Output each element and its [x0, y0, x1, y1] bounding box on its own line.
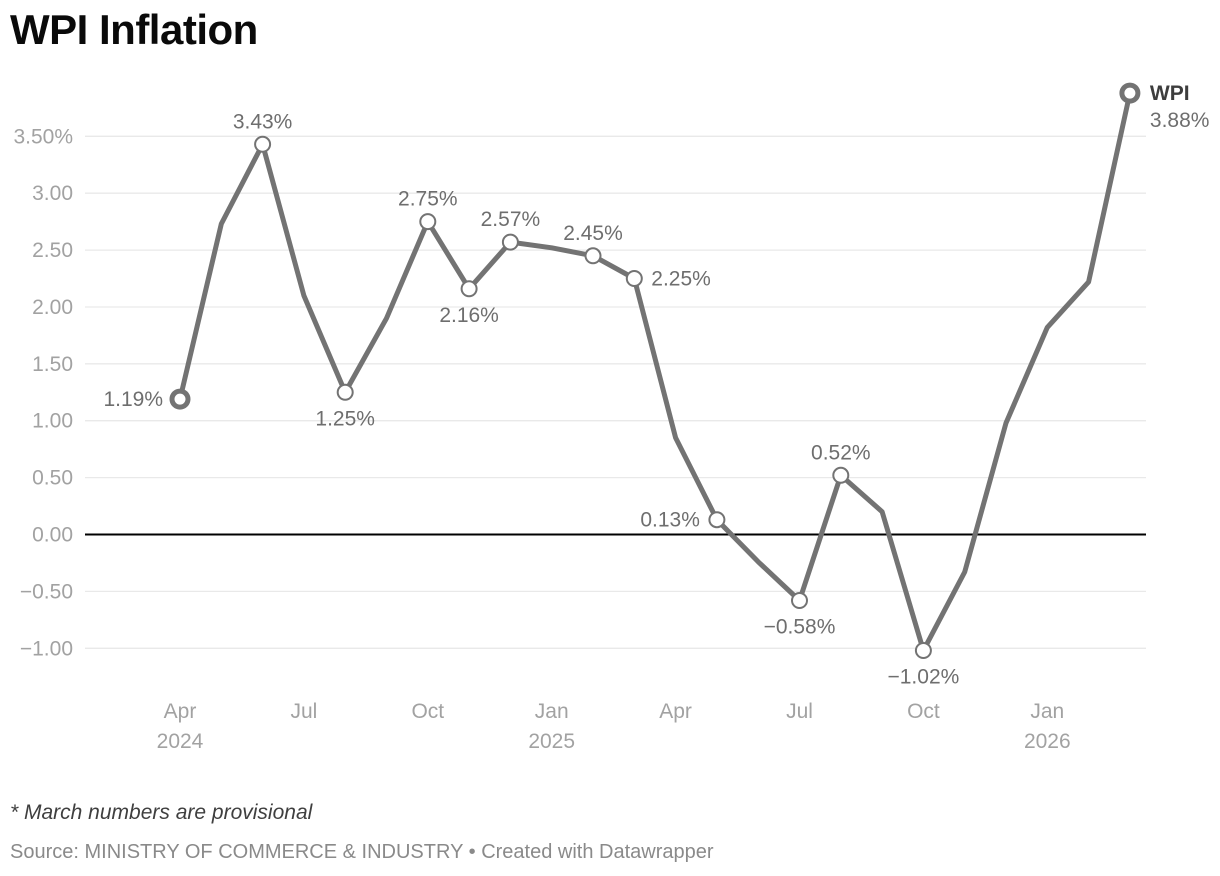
data-point-label: −0.58%	[764, 616, 836, 639]
data-point-marker	[460, 280, 478, 298]
source-separator: •	[463, 841, 482, 863]
source-prefix-label: Source:	[10, 841, 85, 863]
point-markers	[169, 82, 1141, 659]
data-point-label: 2.25%	[651, 268, 711, 291]
data-point-label: 1.25%	[315, 407, 375, 430]
x-axis-tick-label: Jan	[535, 700, 569, 723]
data-point-marker	[791, 592, 808, 609]
data-point-label: 3.43%	[233, 110, 293, 133]
data-point-label: 0.13%	[640, 509, 700, 532]
data-point-marker	[708, 511, 726, 529]
x-axis-tick-year-label: 2024	[157, 730, 204, 753]
data-labels: 1.19% 3.43% 1.25% 2.75% 2.16% 2.57% 2.45% 2.25%…	[103, 110, 959, 688]
chart-title: WPI Inflation	[10, 6, 258, 53]
data-point-label: 1.19%	[103, 388, 163, 411]
x-axis-tick-label: Apr	[164, 700, 197, 723]
data-point-marker	[584, 247, 602, 265]
y-axis-tick-label: −0.50	[20, 580, 73, 603]
y-axis-tick-label: 3.50%	[13, 125, 73, 148]
x-axis-tick-label: Apr	[659, 700, 692, 723]
series-name-label: WPI	[1150, 82, 1190, 105]
y-axis: 3.50% 3.00 2.50 2.00 1.50 1.00 0.50 0.00 −0.50 −1…	[13, 125, 1146, 660]
y-axis-tick-label: 2.00	[32, 296, 73, 319]
source-line: Source: MINISTRY OF COMMERCE & INDUSTRY …	[10, 841, 714, 864]
data-point-marker	[336, 383, 354, 401]
y-axis-tick-label: 0.00	[32, 524, 73, 547]
data-point-label: 2.16%	[439, 304, 499, 327]
data-point-label: 2.75%	[398, 188, 458, 211]
x-axis-tick-label: Jan	[1030, 700, 1064, 723]
series-end-value-label: 3.88%	[1150, 109, 1210, 132]
source-name: MINISTRY OF COMMERCE & INDUSTRY	[84, 841, 464, 863]
x-axis-tick-label: Jul	[290, 700, 317, 723]
x-axis-tick-year-label: 2026	[1024, 730, 1071, 753]
data-point-label: −1.02%	[887, 666, 959, 689]
data-point-marker	[625, 270, 643, 287]
data-point-label: 0.52%	[811, 441, 871, 464]
data-point-marker	[419, 213, 437, 231]
series-end-label: WPI 3.88%	[1150, 82, 1210, 132]
data-point-marker	[501, 233, 519, 251]
data-point-marker	[914, 642, 932, 659]
datawrapper-credit-link[interactable]: Created with Datawrapper	[481, 841, 714, 863]
x-axis-tick-year-label: 2025	[528, 730, 575, 753]
x-axis-tick-label: Oct	[411, 700, 444, 723]
data-point-marker	[254, 135, 272, 153]
data-point-marker	[832, 466, 850, 484]
data-point-label: 2.57%	[481, 208, 541, 231]
y-axis-tick-label: 2.50	[32, 239, 73, 262]
y-axis-tick-label: 1.50	[32, 353, 73, 376]
chart-plot-area: 3.50% 3.00 2.50 2.00 1.50 1.00 0.50 0.00 −0.50 −1…	[13, 82, 1210, 753]
wpi-line	[177, 90, 1133, 653]
x-axis-tick-label: Oct	[907, 700, 940, 723]
y-axis-tick-label: 1.00	[32, 410, 73, 433]
data-point-label: 2.45%	[563, 222, 623, 245]
x-axis-tick-label: Jul	[786, 700, 813, 723]
x-axis: Apr 2024 Jul Oct Jan 2025 Apr Jul Oct Jan 2026	[157, 700, 1071, 753]
y-axis-tick-label: −1.00	[20, 637, 73, 660]
data-point-marker	[169, 388, 191, 410]
y-axis-tick-label: 0.50	[32, 467, 73, 490]
chart-footnote: * March numbers are provisional	[10, 801, 313, 824]
y-axis-tick-label: 3.00	[32, 182, 73, 205]
data-point-marker	[1119, 82, 1141, 104]
